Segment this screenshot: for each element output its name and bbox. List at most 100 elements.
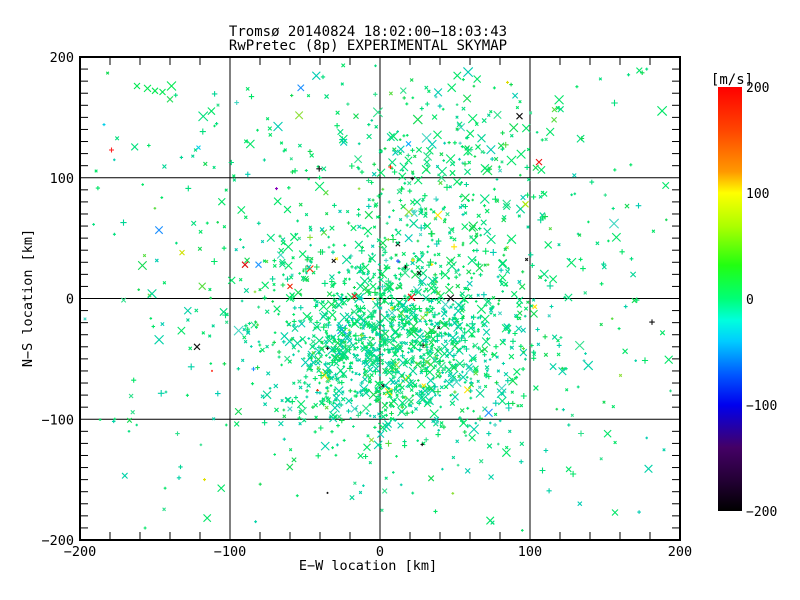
data-point bbox=[346, 221, 351, 225]
data-point bbox=[502, 338, 506, 343]
data-point bbox=[473, 370, 479, 376]
data-point bbox=[453, 306, 463, 316]
data-point bbox=[337, 294, 344, 301]
data-point bbox=[305, 255, 311, 261]
data-point bbox=[344, 295, 348, 299]
data-point bbox=[397, 267, 401, 270]
data-point bbox=[343, 277, 348, 281]
data-point bbox=[479, 348, 484, 354]
data-point bbox=[357, 305, 364, 312]
data-point bbox=[232, 178, 237, 182]
data-point bbox=[512, 330, 518, 337]
data-point bbox=[385, 282, 395, 291]
data-point bbox=[363, 453, 369, 460]
data-point bbox=[539, 269, 549, 279]
data-point bbox=[398, 138, 402, 142]
data-point bbox=[368, 260, 372, 263]
data-point bbox=[510, 400, 516, 406]
data-point bbox=[436, 299, 442, 305]
data-point bbox=[567, 423, 571, 427]
data-point bbox=[483, 263, 487, 267]
feature-point bbox=[522, 200, 529, 208]
data-point bbox=[387, 348, 392, 354]
data-point bbox=[334, 347, 345, 357]
data-point bbox=[531, 355, 537, 361]
data-point bbox=[508, 429, 512, 434]
data-point bbox=[395, 393, 399, 397]
data-point bbox=[439, 374, 442, 378]
data-point bbox=[380, 358, 385, 363]
data-point bbox=[496, 369, 501, 373]
data-point bbox=[313, 402, 319, 408]
data-point bbox=[384, 413, 389, 417]
data-point bbox=[622, 348, 629, 355]
data-point bbox=[410, 199, 416, 205]
data-point bbox=[529, 309, 538, 318]
data-point bbox=[449, 305, 453, 309]
data-point bbox=[395, 286, 399, 290]
data-point bbox=[423, 213, 428, 219]
data-point bbox=[342, 281, 347, 286]
data-point bbox=[439, 421, 444, 425]
data-point bbox=[454, 275, 459, 280]
data-point bbox=[416, 439, 420, 443]
data-point bbox=[316, 325, 320, 329]
data-point bbox=[272, 282, 276, 287]
data-point bbox=[512, 92, 519, 99]
data-point bbox=[141, 183, 145, 186]
data-point bbox=[321, 280, 329, 287]
data-point bbox=[98, 418, 102, 422]
data-point bbox=[222, 361, 227, 366]
data-point bbox=[366, 434, 370, 438]
data-point bbox=[412, 252, 416, 255]
data-point bbox=[357, 452, 364, 460]
data-point bbox=[387, 200, 391, 204]
data-point bbox=[380, 414, 386, 420]
data-point bbox=[501, 361, 506, 366]
data-point bbox=[526, 147, 531, 152]
data-point bbox=[174, 241, 178, 245]
data-point bbox=[493, 422, 498, 427]
data-point bbox=[164, 390, 168, 394]
data-point bbox=[323, 322, 328, 327]
data-point bbox=[393, 418, 397, 422]
feature-point bbox=[109, 147, 114, 153]
data-point bbox=[474, 300, 478, 303]
data-point bbox=[302, 381, 307, 385]
data-point bbox=[320, 300, 325, 304]
data-point bbox=[401, 169, 405, 172]
data-point bbox=[371, 275, 375, 279]
data-point bbox=[316, 165, 323, 172]
data-point bbox=[532, 304, 538, 310]
data-point bbox=[431, 322, 434, 326]
data-point bbox=[234, 100, 240, 105]
data-point bbox=[451, 376, 462, 388]
data-point bbox=[524, 257, 529, 262]
data-point bbox=[243, 323, 248, 328]
data-point bbox=[544, 137, 548, 142]
data-point bbox=[304, 257, 310, 263]
data-point bbox=[398, 198, 403, 203]
data-point bbox=[544, 279, 547, 282]
data-point bbox=[396, 188, 403, 195]
x-tick-label: 100 bbox=[518, 544, 542, 560]
data-point bbox=[468, 433, 476, 442]
data-point bbox=[542, 213, 549, 220]
data-point bbox=[458, 334, 465, 342]
data-point bbox=[619, 249, 625, 255]
data-point bbox=[254, 520, 258, 524]
data-point bbox=[348, 388, 353, 393]
data-point bbox=[135, 423, 139, 427]
data-point bbox=[481, 323, 486, 327]
data-point bbox=[543, 448, 549, 453]
data-point bbox=[353, 266, 358, 270]
data-point bbox=[423, 358, 431, 367]
data-point bbox=[302, 278, 306, 282]
data-point bbox=[304, 212, 309, 217]
data-point bbox=[137, 260, 148, 271]
data-point bbox=[494, 380, 499, 385]
data-point bbox=[327, 345, 337, 355]
data-point bbox=[377, 422, 388, 433]
data-point bbox=[488, 358, 492, 361]
data-point bbox=[400, 405, 404, 410]
